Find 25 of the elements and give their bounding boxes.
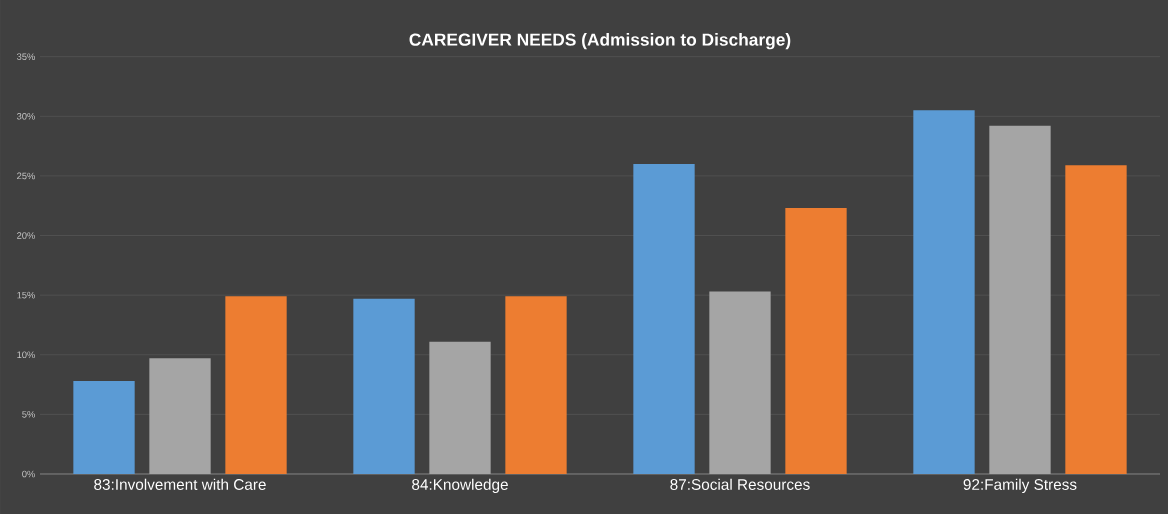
y-tick-label: 0% bbox=[22, 470, 35, 478]
x-tick-label: 84:Knowledge bbox=[412, 478, 508, 493]
y-tick-label: 35% bbox=[16, 53, 35, 60]
bar bbox=[785, 208, 847, 474]
bar bbox=[989, 125, 1051, 474]
bar bbox=[225, 296, 287, 474]
bar bbox=[353, 298, 415, 474]
x-tick-label: 83:Involvement with Care bbox=[94, 478, 266, 490]
y-tick-label: 5% bbox=[22, 411, 35, 418]
bar bbox=[73, 380, 135, 474]
bar bbox=[149, 358, 211, 474]
y-tick-label: 15% bbox=[17, 291, 35, 299]
x-tick-label: 92:Family Stress bbox=[963, 478, 1077, 493]
y-tick-label: 30% bbox=[16, 112, 35, 120]
y-tick-label: 20% bbox=[17, 232, 35, 239]
bar bbox=[913, 110, 975, 474]
bar bbox=[505, 296, 567, 474]
y-tick-label: 10% bbox=[17, 351, 35, 359]
y-tick-label: 25% bbox=[17, 172, 35, 180]
bar bbox=[633, 163, 695, 474]
bar bbox=[1065, 165, 1127, 474]
bar bbox=[709, 291, 771, 474]
chart-title: CAREGIVER NEEDS (Admission to Discharge) bbox=[409, 33, 791, 50]
x-tick-label: 87:Social Resources bbox=[670, 478, 810, 490]
bar bbox=[429, 341, 491, 474]
